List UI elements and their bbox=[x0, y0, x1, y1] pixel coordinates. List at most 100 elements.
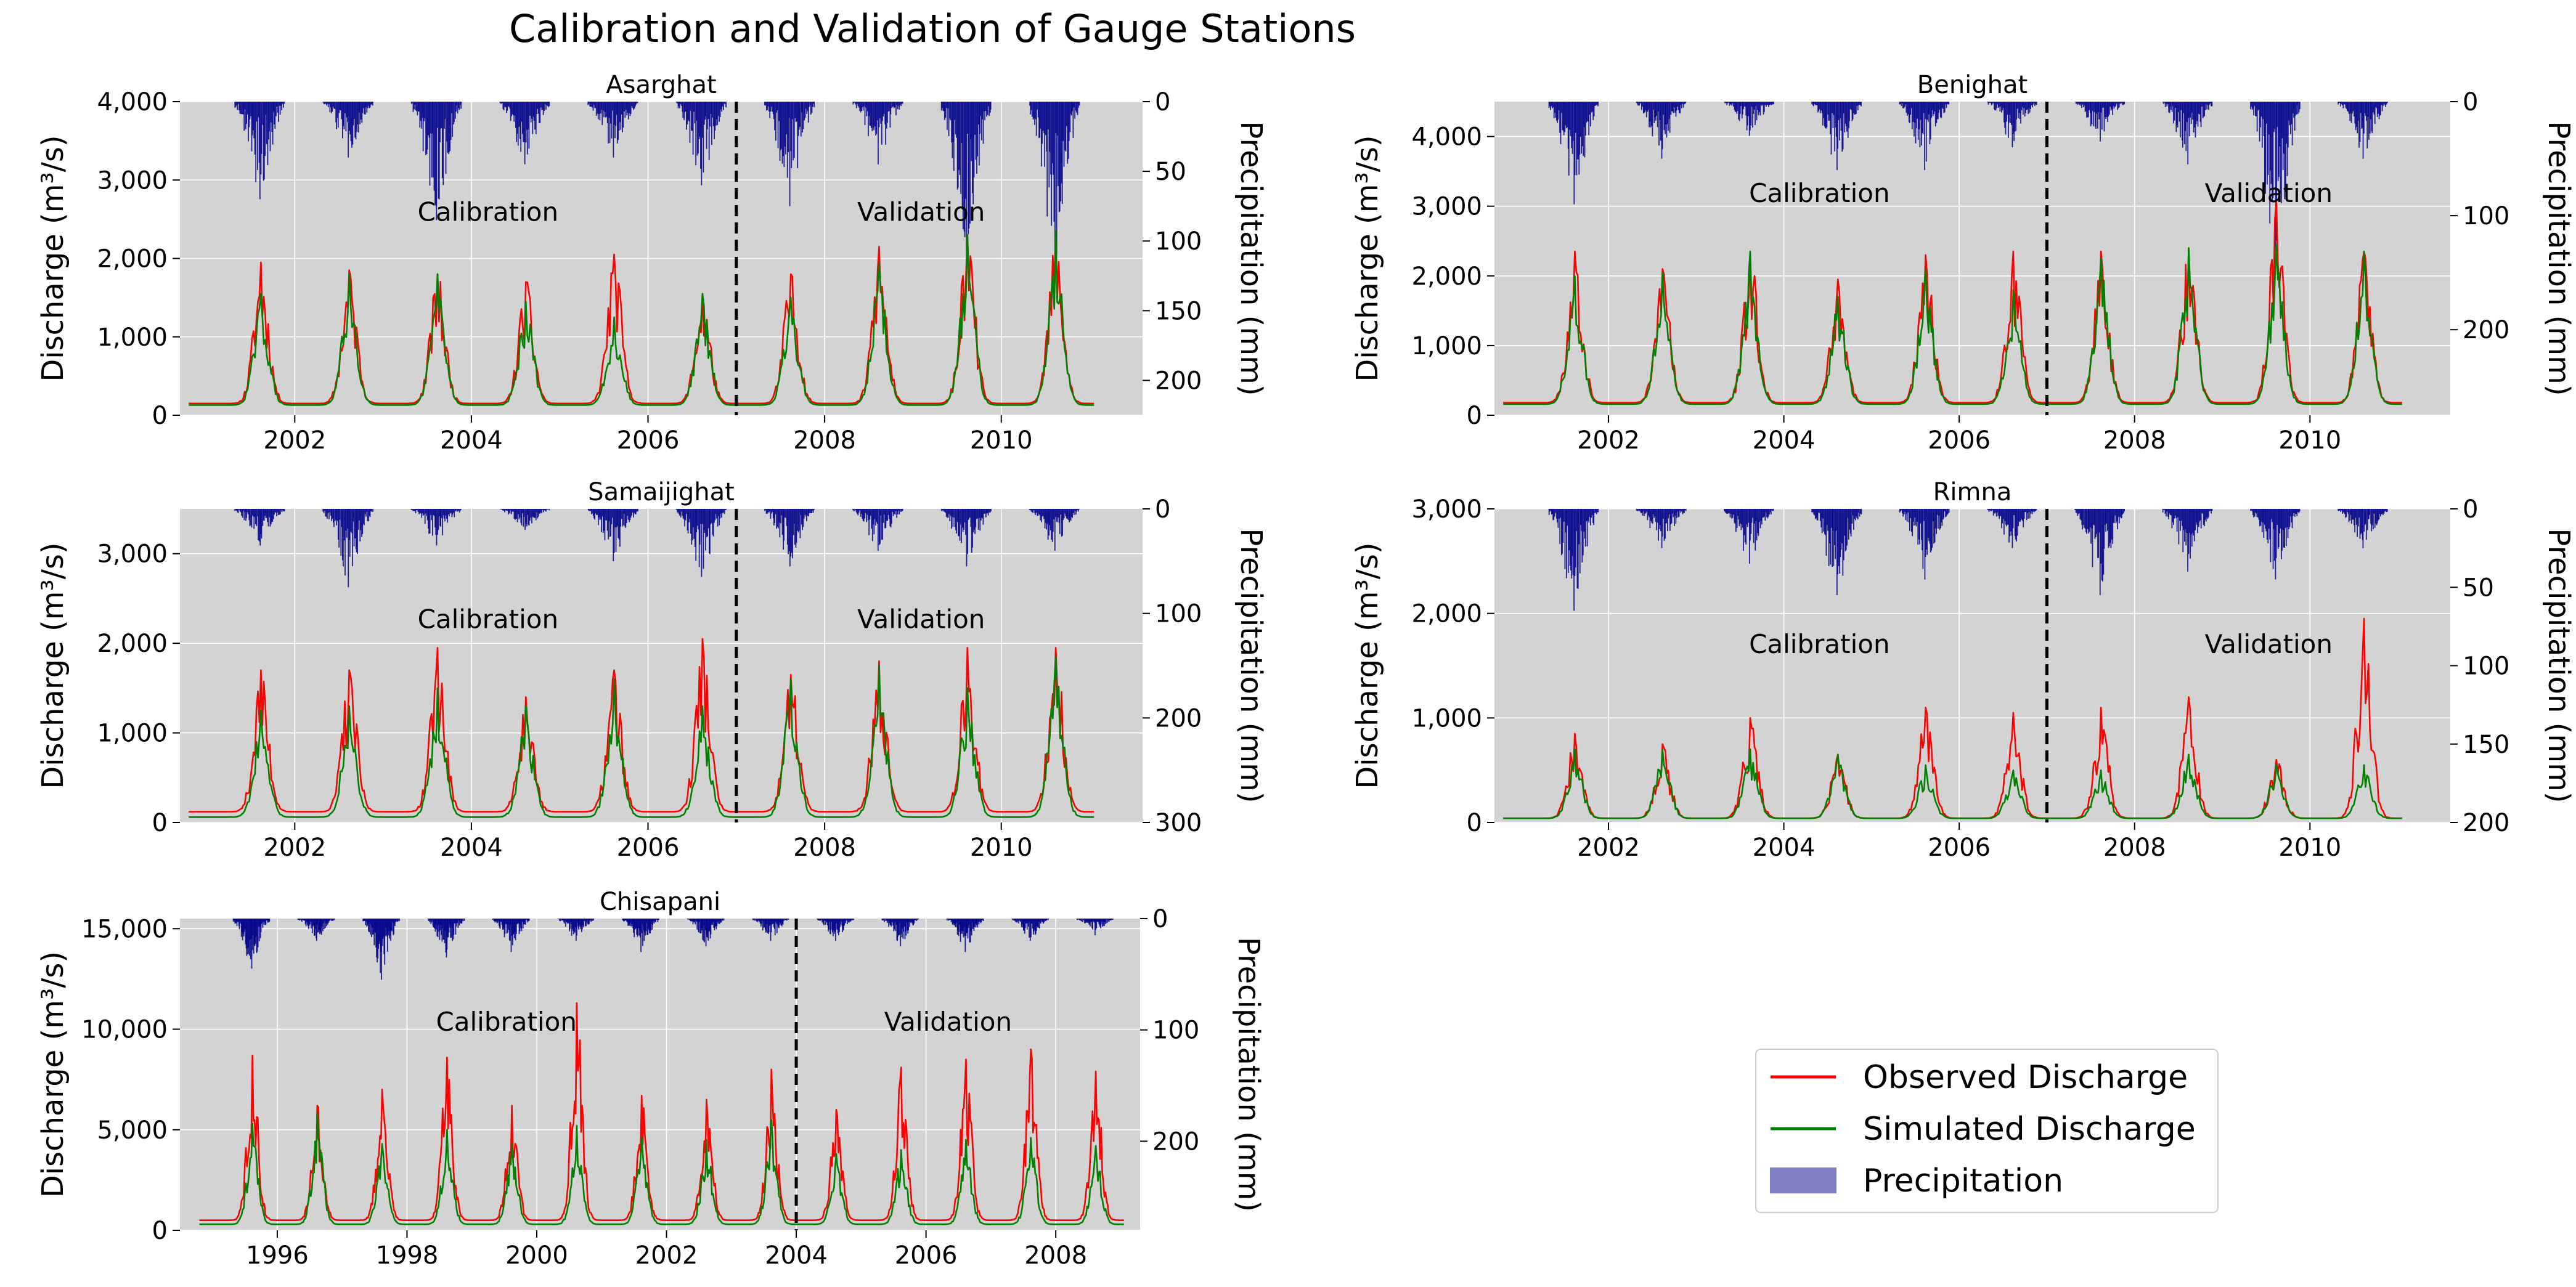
x-tick-label: 2006 bbox=[895, 1241, 958, 1270]
simulated-discharge-line bbox=[189, 656, 1094, 818]
annotation-calibration: Calibration bbox=[1749, 178, 1890, 208]
observed-discharge-line bbox=[189, 638, 1094, 813]
y-tick-label: 0 bbox=[152, 809, 168, 837]
y2-tick-label: 200 bbox=[1155, 704, 1202, 733]
simulated-discharge-line bbox=[1503, 243, 2402, 405]
x-tick-label: 1996 bbox=[246, 1241, 309, 1270]
y2-tick-label: 150 bbox=[1155, 297, 1202, 325]
panel-title: Asarghat bbox=[606, 71, 716, 99]
annotation-calibration: Calibration bbox=[418, 197, 559, 227]
legend-label: Precipitation bbox=[1863, 1163, 2063, 1200]
simulated-discharge-line bbox=[199, 1113, 1124, 1225]
y-axis-label: Discharge (m³/s) bbox=[36, 542, 70, 789]
y2-tick-label: 50 bbox=[2463, 574, 2494, 602]
x-tick-label: 2004 bbox=[765, 1241, 828, 1270]
y2-axis-label: Precipitation (mm) bbox=[1234, 121, 1268, 396]
plot-area bbox=[1494, 509, 2450, 822]
panel-title: Rimna bbox=[1933, 478, 2012, 506]
y2-tick-label: 100 bbox=[2463, 652, 2509, 681]
y-tick-label: 1,000 bbox=[1411, 704, 1482, 733]
x-tick-label: 2006 bbox=[617, 426, 680, 455]
panel-title: Benighat bbox=[1917, 71, 2028, 99]
y-tick-label: 1,000 bbox=[97, 323, 168, 352]
x-tick-label: 2002 bbox=[1577, 426, 1640, 455]
x-tick-label: 2004 bbox=[440, 834, 503, 862]
annotation-calibration: Calibration bbox=[436, 1007, 577, 1037]
y-tick-label: 1,000 bbox=[97, 720, 168, 748]
y-tick-label: 4,000 bbox=[1411, 123, 1482, 152]
y-tick-label: 1,000 bbox=[1411, 332, 1482, 360]
y-tick-label: 0 bbox=[1467, 402, 1482, 430]
y2-tick-label: 100 bbox=[1155, 227, 1202, 256]
simulated-discharge-line bbox=[189, 230, 1094, 406]
x-tick-label: 2010 bbox=[2278, 426, 2341, 455]
panels: Calibration Validation Asarghat 2002 2004 200… bbox=[36, 71, 2576, 1270]
y2-axis-label: Precipitation (mm) bbox=[1231, 937, 1266, 1212]
x-tick-label: 2010 bbox=[970, 426, 1033, 455]
legend-label: Simulated Discharge bbox=[1863, 1111, 2196, 1148]
x-tick-label: 2006 bbox=[1928, 426, 1991, 455]
y-tick-label: 5,000 bbox=[97, 1116, 168, 1145]
x-tick-label: 2004 bbox=[1753, 426, 1816, 455]
x-tick-label: 2004 bbox=[1753, 834, 1816, 862]
y2-tick-label: 200 bbox=[2463, 316, 2509, 344]
x-tick-label: 2010 bbox=[970, 834, 1033, 862]
y-tick-label: 2,000 bbox=[97, 630, 168, 658]
y-tick-label: 0 bbox=[152, 1217, 168, 1245]
y2-tick-label: 200 bbox=[1155, 367, 1202, 395]
y2-tick-label: 0 bbox=[2463, 495, 2478, 524]
panel-title: Chisapani bbox=[600, 888, 720, 916]
y-tick-label: 3,000 bbox=[97, 540, 168, 569]
x-tick-label: 2006 bbox=[617, 834, 680, 862]
annotation-validation: Validation bbox=[2205, 629, 2333, 659]
x-tick-label: 2006 bbox=[1928, 834, 1991, 862]
x-tick-label: 2008 bbox=[793, 426, 856, 455]
y-tick-label: 3,000 bbox=[1411, 193, 1482, 221]
annotation-validation: Validation bbox=[2205, 178, 2333, 208]
annotation-calibration: Calibration bbox=[418, 604, 559, 634]
annotation-validation: Validation bbox=[884, 1007, 1012, 1037]
y2-axis-label: Precipitation (mm) bbox=[1234, 528, 1268, 803]
y2-axis-label: Precipitation (mm) bbox=[2541, 528, 2576, 803]
x-tick-label: 2008 bbox=[1024, 1241, 1087, 1270]
chart-panel-chisapani: Calibration Validation Chisapani 1996 1998 20… bbox=[36, 888, 1266, 1270]
y2-tick-label: 0 bbox=[1152, 905, 1168, 933]
y-tick-label: 0 bbox=[152, 402, 168, 430]
y-tick-label: 3,000 bbox=[97, 166, 168, 195]
legend-swatch bbox=[1770, 1167, 1836, 1193]
chart-panel-rimna: Calibration Validation Rimna 2002 2004 2006 20… bbox=[1350, 478, 2576, 862]
precipitation-series bbox=[234, 509, 1080, 588]
legend-label: Observed Discharge bbox=[1863, 1059, 2188, 1096]
y-tick-label: 4,000 bbox=[97, 88, 168, 116]
plot-area bbox=[180, 919, 1140, 1230]
y2-tick-label: 200 bbox=[1152, 1127, 1199, 1156]
y2-tick-label: 300 bbox=[1155, 809, 1202, 837]
chart-panel-benighat: Calibration Validation Benighat 2002 2004 200… bbox=[1350, 71, 2576, 455]
y2-tick-label: 100 bbox=[1155, 600, 1202, 628]
x-tick-label: 2002 bbox=[1577, 834, 1640, 862]
y-axis-label: Discharge (m³/s) bbox=[1350, 135, 1385, 381]
y2-tick-label: 100 bbox=[1152, 1017, 1199, 1045]
y2-tick-label: 0 bbox=[2463, 88, 2478, 116]
chart-panel-samaijighat: Calibration Validation Samaijighat 2002 2004… bbox=[36, 478, 1268, 862]
panel-title: Samaijighat bbox=[588, 478, 735, 506]
y2-tick-label: 0 bbox=[1155, 88, 1170, 116]
y-axis-label: Discharge (m³/s) bbox=[1350, 542, 1385, 789]
precipitation-series bbox=[234, 102, 1080, 283]
y-tick-label: 15,000 bbox=[81, 915, 168, 943]
y-axis-label: Discharge (m³/s) bbox=[36, 135, 70, 381]
legend-box bbox=[1755, 1049, 2219, 1213]
y-tick-label: 2,000 bbox=[1411, 600, 1482, 628]
precipitation-series bbox=[1548, 102, 2389, 262]
chart-panel-asarghat: Calibration Validation Asarghat 2002 2004 200… bbox=[36, 71, 1268, 455]
plot-area bbox=[180, 509, 1143, 822]
x-tick-label: 1998 bbox=[376, 1241, 439, 1270]
y2-tick-label: 100 bbox=[2463, 202, 2509, 230]
y-tick-label: 3,000 bbox=[1411, 495, 1482, 524]
y2-tick-label: 200 bbox=[2463, 809, 2509, 837]
annotation-validation: Validation bbox=[857, 197, 985, 227]
y-axis-label: Discharge (m³/s) bbox=[36, 951, 70, 1198]
x-tick-label: 2000 bbox=[505, 1241, 568, 1270]
x-tick-label: 2002 bbox=[263, 426, 326, 455]
